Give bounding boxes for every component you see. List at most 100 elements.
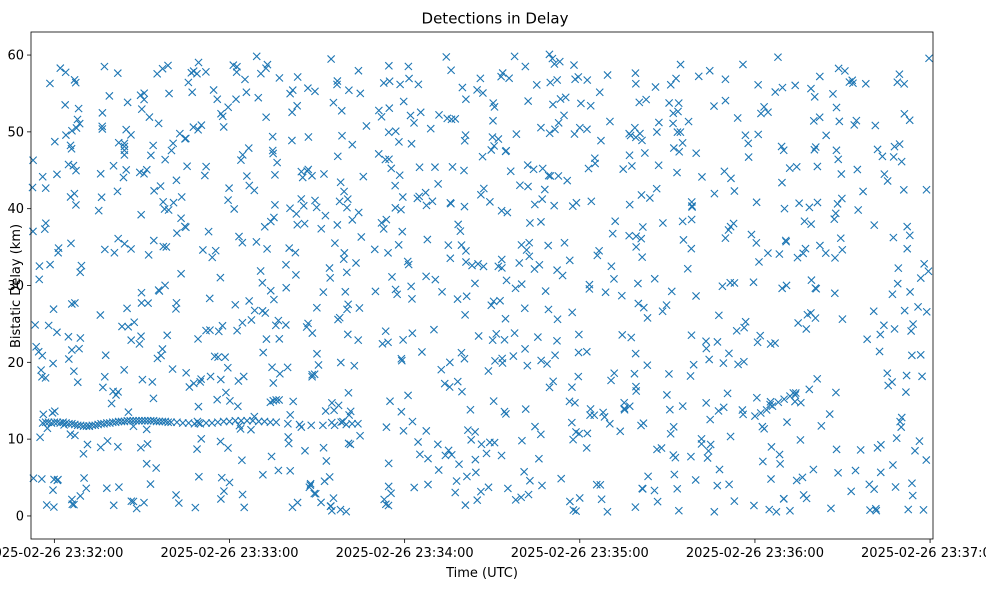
- detection-marker: [119, 173, 128, 182]
- detection-marker: [890, 324, 899, 333]
- detection-marker: [909, 320, 918, 329]
- detection-marker: [172, 176, 181, 185]
- detection-marker: [692, 291, 701, 300]
- detection-marker: [574, 372, 583, 381]
- detection-marker: [122, 125, 131, 134]
- detection-marker: [154, 119, 163, 128]
- detection-marker: [234, 377, 243, 386]
- detection-marker: [570, 61, 578, 70]
- detection-marker: [317, 224, 326, 233]
- detection-marker: [37, 475, 46, 484]
- detection-marker: [553, 266, 562, 275]
- detection-marker: [396, 205, 405, 214]
- detection-marker: [344, 439, 353, 448]
- detection-marker: [546, 78, 555, 87]
- detection-marker: [830, 289, 839, 298]
- detection-marker: [333, 80, 341, 89]
- detection-marker: [721, 234, 730, 243]
- detection-marker: [512, 130, 521, 139]
- detection-marker: [811, 143, 820, 152]
- y-tick-label: 30: [7, 279, 24, 294]
- detection-marker: [806, 84, 815, 93]
- detection-marker: [718, 282, 727, 291]
- detection-marker: [408, 329, 417, 338]
- y-tick-label: 50: [7, 125, 24, 140]
- detection-marker: [336, 178, 345, 187]
- detection-marker: [67, 346, 76, 355]
- detection-marker: [217, 473, 226, 482]
- detection-marker: [870, 485, 879, 494]
- detection-marker: [489, 397, 498, 406]
- detection-marker: [137, 332, 146, 341]
- detection-marker: [631, 79, 640, 88]
- detection-marker: [194, 334, 203, 343]
- detection-marker: [269, 295, 278, 304]
- detection-marker: [300, 219, 309, 228]
- detection-marker: [625, 200, 634, 209]
- detection-marker: [339, 255, 348, 264]
- track-detection-marker: [114, 417, 123, 426]
- detection-marker: [378, 339, 387, 348]
- detection-marker: [326, 502, 335, 511]
- detection-marker: [891, 483, 900, 491]
- detection-marker: [901, 388, 910, 397]
- detection-marker: [256, 267, 265, 276]
- detection-marker: [530, 265, 539, 274]
- detection-marker: [515, 259, 524, 267]
- detection-marker: [925, 54, 934, 63]
- detection-marker: [61, 131, 70, 140]
- detection-marker: [259, 348, 268, 357]
- detection-marker: [676, 60, 685, 69]
- detection-marker: [670, 470, 679, 479]
- detection-marker: [184, 78, 193, 87]
- detection-marker: [69, 500, 78, 509]
- detection-marker: [385, 77, 394, 86]
- detection-marker: [448, 162, 457, 171]
- track-detection-marker: [129, 416, 138, 425]
- detection-marker: [451, 488, 460, 497]
- detection-marker: [440, 379, 449, 388]
- detection-marker: [384, 459, 393, 468]
- detection-marker: [46, 260, 55, 269]
- detection-marker: [619, 165, 628, 174]
- detection-marker: [669, 422, 678, 431]
- detection-marker: [149, 394, 158, 403]
- detection-marker: [767, 442, 776, 451]
- detection-marker: [142, 459, 151, 468]
- detection-marker: [894, 264, 903, 273]
- detection-marker: [194, 58, 203, 67]
- detection-marker: [140, 95, 149, 104]
- detection-marker: [574, 330, 583, 339]
- detection-marker: [572, 507, 581, 516]
- detection-marker: [883, 176, 892, 185]
- detection-marker: [471, 427, 480, 436]
- detection-marker: [457, 387, 466, 396]
- detection-marker: [525, 219, 534, 227]
- detection-marker: [216, 375, 225, 384]
- detection-marker: [652, 184, 661, 193]
- detection-marker: [317, 498, 326, 507]
- detection-marker: [749, 278, 758, 287]
- detection-marker: [487, 301, 496, 310]
- detection-marker: [256, 69, 265, 78]
- detection-marker: [158, 345, 167, 354]
- detection-marker: [608, 229, 617, 238]
- track-detection-marker: [143, 416, 152, 425]
- detection-marker: [916, 274, 925, 283]
- detection-marker: [165, 89, 174, 98]
- detection-marker: [906, 287, 915, 296]
- detection-marker: [337, 418, 346, 427]
- detection-marker: [777, 178, 786, 187]
- detection-marker: [394, 137, 403, 146]
- detection-marker: [197, 375, 206, 384]
- detection-marker: [553, 75, 562, 84]
- detection-marker: [291, 270, 300, 279]
- detection-marker: [538, 195, 547, 204]
- detection-marker: [268, 132, 277, 141]
- detection-marker: [893, 78, 902, 87]
- detection-marker: [854, 206, 863, 214]
- detection-marker: [806, 309, 815, 317]
- detection-marker: [434, 466, 443, 475]
- detection-marker: [575, 493, 584, 502]
- detection-marker: [387, 164, 396, 173]
